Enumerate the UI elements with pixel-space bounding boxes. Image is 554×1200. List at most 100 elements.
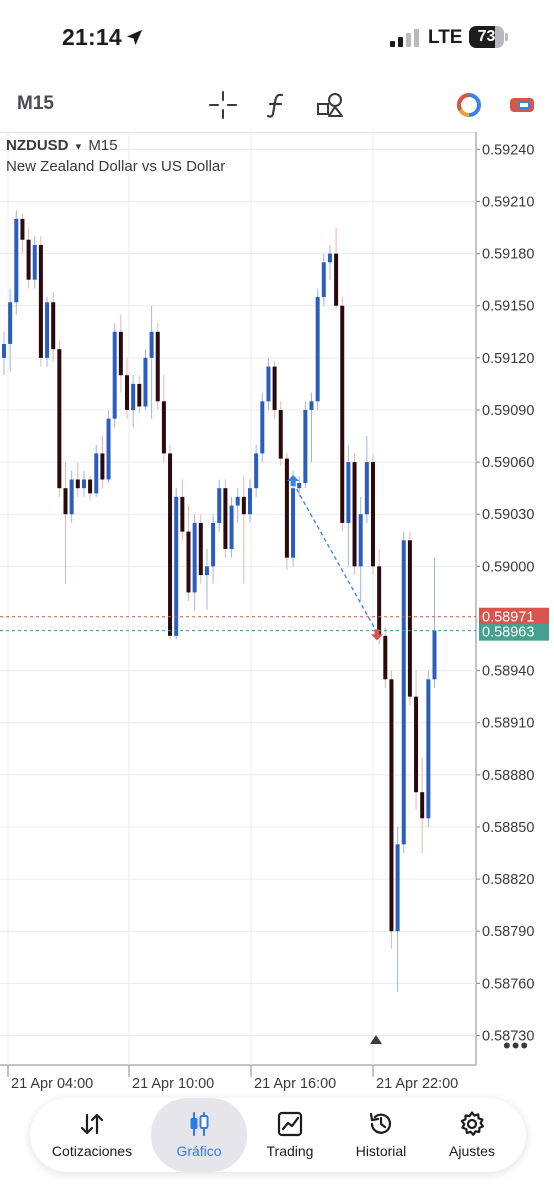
quotes-arrows-icon [80, 1113, 104, 1135]
signal-icon [390, 29, 419, 47]
candle-body [45, 302, 50, 358]
candle-body [94, 453, 99, 494]
status-bar: 21:14 LTE 73 [0, 0, 554, 74]
candle-body [309, 401, 314, 410]
candle-body [371, 462, 375, 567]
x-tick-label: 21 Apr 22:00 [376, 1076, 458, 1092]
candle-body [272, 366, 277, 410]
nav-ajustes[interactable]: Ajustes [424, 1098, 520, 1172]
y-tick-label: 0.59150 [482, 299, 534, 315]
battery-level: 73 [477, 28, 496, 45]
candle-body [106, 418, 111, 480]
objects-icon[interactable] [315, 90, 345, 120]
y-tick-label: 0.58730 [482, 1028, 534, 1044]
nav-historial[interactable]: Historial [333, 1098, 429, 1172]
y-tick-label: 0.58910 [482, 716, 534, 732]
candle-body [266, 366, 271, 402]
candle-body [125, 375, 129, 410]
candles-icon [190, 1112, 209, 1136]
candle-body [192, 522, 197, 593]
candle-body [8, 302, 13, 344]
candle-body [137, 383, 142, 407]
bid-price-badge [479, 623, 549, 641]
buy-arrow-icon [287, 474, 300, 486]
current-bar-marker-icon [370, 1035, 382, 1044]
candle-body [180, 496, 185, 532]
nav-cotizaciones[interactable]: Cotizaciones [44, 1098, 140, 1172]
candle-body [278, 409, 283, 459]
candle-body [88, 479, 93, 494]
candle-body [358, 514, 363, 567]
candle-body [241, 496, 246, 515]
candle-body [198, 522, 203, 576]
trade-icon[interactable] [507, 90, 537, 120]
candle-body [389, 679, 394, 932]
bid-price-label: 0.58963 [482, 625, 534, 641]
chart-area[interactable]: 0.59240 0.59210 0.59180 0.59150 0.59120 0.590… [0, 132, 554, 1098]
y-tick-label: 0.59030 [482, 507, 534, 523]
candle-body [420, 792, 425, 819]
candle-body [407, 540, 412, 697]
candle-body [248, 488, 252, 515]
y-tick-label: 0.58940 [482, 664, 534, 680]
indicator-f-icon[interactable] [262, 90, 292, 120]
trade-connector-line [292, 482, 378, 633]
candle-body [377, 566, 382, 636]
account-icon[interactable] [454, 90, 484, 120]
candle-body [401, 540, 406, 845]
candle-body [204, 566, 209, 576]
crosshair-icon[interactable] [208, 90, 238, 120]
candle-body [291, 488, 296, 558]
y-tick-label: 0.59090 [482, 403, 534, 419]
candle-body [395, 844, 400, 932]
candle-body [327, 253, 332, 263]
more-options-icon[interactable]: ••• [503, 1033, 530, 1058]
candle-body [155, 331, 160, 402]
candle-body [254, 453, 259, 489]
candle-body [414, 696, 419, 793]
nav-label: Historial [355, 1143, 407, 1159]
candle-body [315, 297, 320, 402]
history-clock-icon [369, 1112, 392, 1134]
candle-body [340, 305, 345, 523]
nav-label: Gráfico [176, 1143, 222, 1159]
symbol-header[interactable]: NZDUSD ▾ M15 [6, 137, 118, 154]
candle-body [223, 488, 228, 549]
candle-body [63, 488, 68, 515]
ask-price-label: 0.58971 [482, 610, 534, 626]
nav-trading[interactable]: Trading [242, 1098, 338, 1172]
settings-gear-icon [460, 1111, 485, 1136]
symbol-description: New Zealand Dollar vs US Dollar [6, 158, 226, 175]
y-tick-label: 0.59240 [482, 142, 534, 158]
candle-body [149, 331, 154, 358]
candle-body [2, 343, 6, 358]
candle-body [426, 679, 431, 819]
symbol-name: NZDUSD [6, 137, 69, 154]
candle-body [32, 244, 37, 280]
y-tick-label: 0.58760 [482, 976, 534, 992]
y-tick-label: 0.58820 [482, 872, 534, 888]
candle-body [100, 453, 105, 480]
symbol-timeframe: M15 [88, 137, 118, 154]
battery-icon: 73 [469, 26, 509, 48]
candle-body [75, 479, 80, 489]
price-chart[interactable]: 0.59240 0.59210 0.59180 0.59150 0.59120 0.590… [0, 132, 554, 1098]
candle-body [14, 218, 19, 303]
chart-toolbar: M15 [0, 80, 554, 130]
x-tick-label: 21 Apr 16:00 [254, 1076, 336, 1092]
candle-body [168, 453, 173, 636]
bottom-navigation: Cotizaciones Gráfico Trading Historial [30, 1098, 526, 1172]
x-tick-label: 21 Apr 10:00 [132, 1076, 214, 1092]
candle-body [174, 496, 179, 636]
candle-body [383, 635, 388, 680]
candle-body [352, 462, 357, 567]
location-arrow-icon [126, 29, 143, 46]
nav-label: Ajustes [449, 1143, 495, 1159]
y-tick-label: 0.59000 [482, 559, 534, 575]
nav-grafico[interactable]: Gráfico [151, 1098, 247, 1172]
candle-body [346, 462, 351, 523]
candle-body [334, 253, 339, 306]
chevron-down-icon: ▾ [75, 141, 82, 153]
nav-label: Trading [266, 1143, 314, 1159]
timeframe-button[interactable]: M15 [17, 93, 54, 114]
